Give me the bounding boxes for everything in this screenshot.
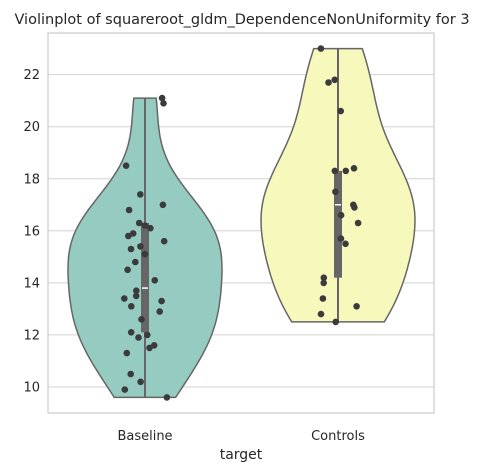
- y-tick-labels: 10 12 14 16 18 20 22: [23, 68, 40, 395]
- y-tick-label: 12: [23, 328, 40, 343]
- y-tick-label: 16: [23, 224, 40, 239]
- plot-frame: [47, 32, 435, 414]
- x-tick-label: Baseline: [117, 429, 172, 444]
- data-point: [151, 277, 159, 284]
- data-point: [137, 191, 144, 198]
- data-point: [137, 378, 144, 386]
- data-point: [121, 295, 128, 302]
- data-point: [132, 292, 140, 300]
- data-point: [128, 303, 135, 310]
- violin-iqr-box: [334, 170, 342, 278]
- y-tick-label: 18: [23, 172, 40, 187]
- violin-iqr-box: [141, 223, 149, 333]
- data-point: [125, 232, 132, 240]
- data-point: [133, 287, 140, 295]
- data-point: [351, 204, 358, 211]
- data-point: [160, 237, 168, 245]
- data-point: [317, 310, 325, 318]
- data-point: [122, 162, 130, 169]
- data-point: [159, 201, 167, 209]
- data-point: [158, 94, 166, 102]
- data-point: [141, 222, 149, 229]
- violins: [67, 45, 416, 401]
- data-point: [337, 211, 345, 219]
- violin-baseline: [67, 94, 223, 401]
- data-point: [337, 107, 345, 115]
- x-axis-label: target: [220, 447, 263, 463]
- y-tick-label: 20: [23, 120, 40, 135]
- data-point: [320, 279, 328, 287]
- x-tick-label: Controls: [311, 429, 365, 444]
- data-point: [129, 230, 137, 237]
- data-point: [137, 243, 144, 250]
- data-point: [325, 79, 332, 86]
- data-point: [342, 240, 349, 248]
- data-point: [317, 45, 325, 52]
- data-point: [147, 224, 154, 232]
- data-point: [138, 316, 145, 323]
- data-point: [160, 100, 167, 107]
- data-point: [135, 334, 142, 341]
- data-point: [125, 206, 133, 214]
- data-point: [121, 386, 129, 393]
- data-point: [156, 308, 163, 315]
- data-point: [123, 349, 131, 357]
- data-point: [141, 250, 149, 258]
- data-point: [350, 165, 358, 172]
- data-point: [319, 295, 327, 302]
- data-point: [320, 274, 328, 282]
- y-tick-label: 14: [23, 276, 40, 291]
- data-point: [127, 370, 134, 378]
- data-point: [163, 394, 171, 401]
- data-point: [337, 235, 345, 242]
- data-point: [342, 167, 350, 175]
- data-point: [331, 167, 339, 175]
- data-point: [144, 331, 151, 339]
- data-point: [332, 318, 340, 326]
- data-point: [146, 344, 153, 352]
- y-tick-label: 22: [23, 68, 40, 83]
- violin-controls: [260, 45, 416, 326]
- data-point: [332, 188, 339, 196]
- data-point: [331, 76, 339, 84]
- data-point: [354, 219, 362, 227]
- data-point: [127, 245, 135, 253]
- data-point: [132, 258, 139, 266]
- chart-title: Violinplot of squareroot_gldm_Dependence…: [14, 12, 469, 28]
- data-point: [158, 297, 165, 305]
- data-point: [135, 219, 143, 227]
- data-point: [127, 329, 135, 336]
- data-point: [353, 303, 360, 310]
- x-tick-labels: Baseline Controls: [117, 429, 365, 444]
- y-tick-label: 10: [23, 380, 40, 395]
- data-point: [124, 266, 131, 274]
